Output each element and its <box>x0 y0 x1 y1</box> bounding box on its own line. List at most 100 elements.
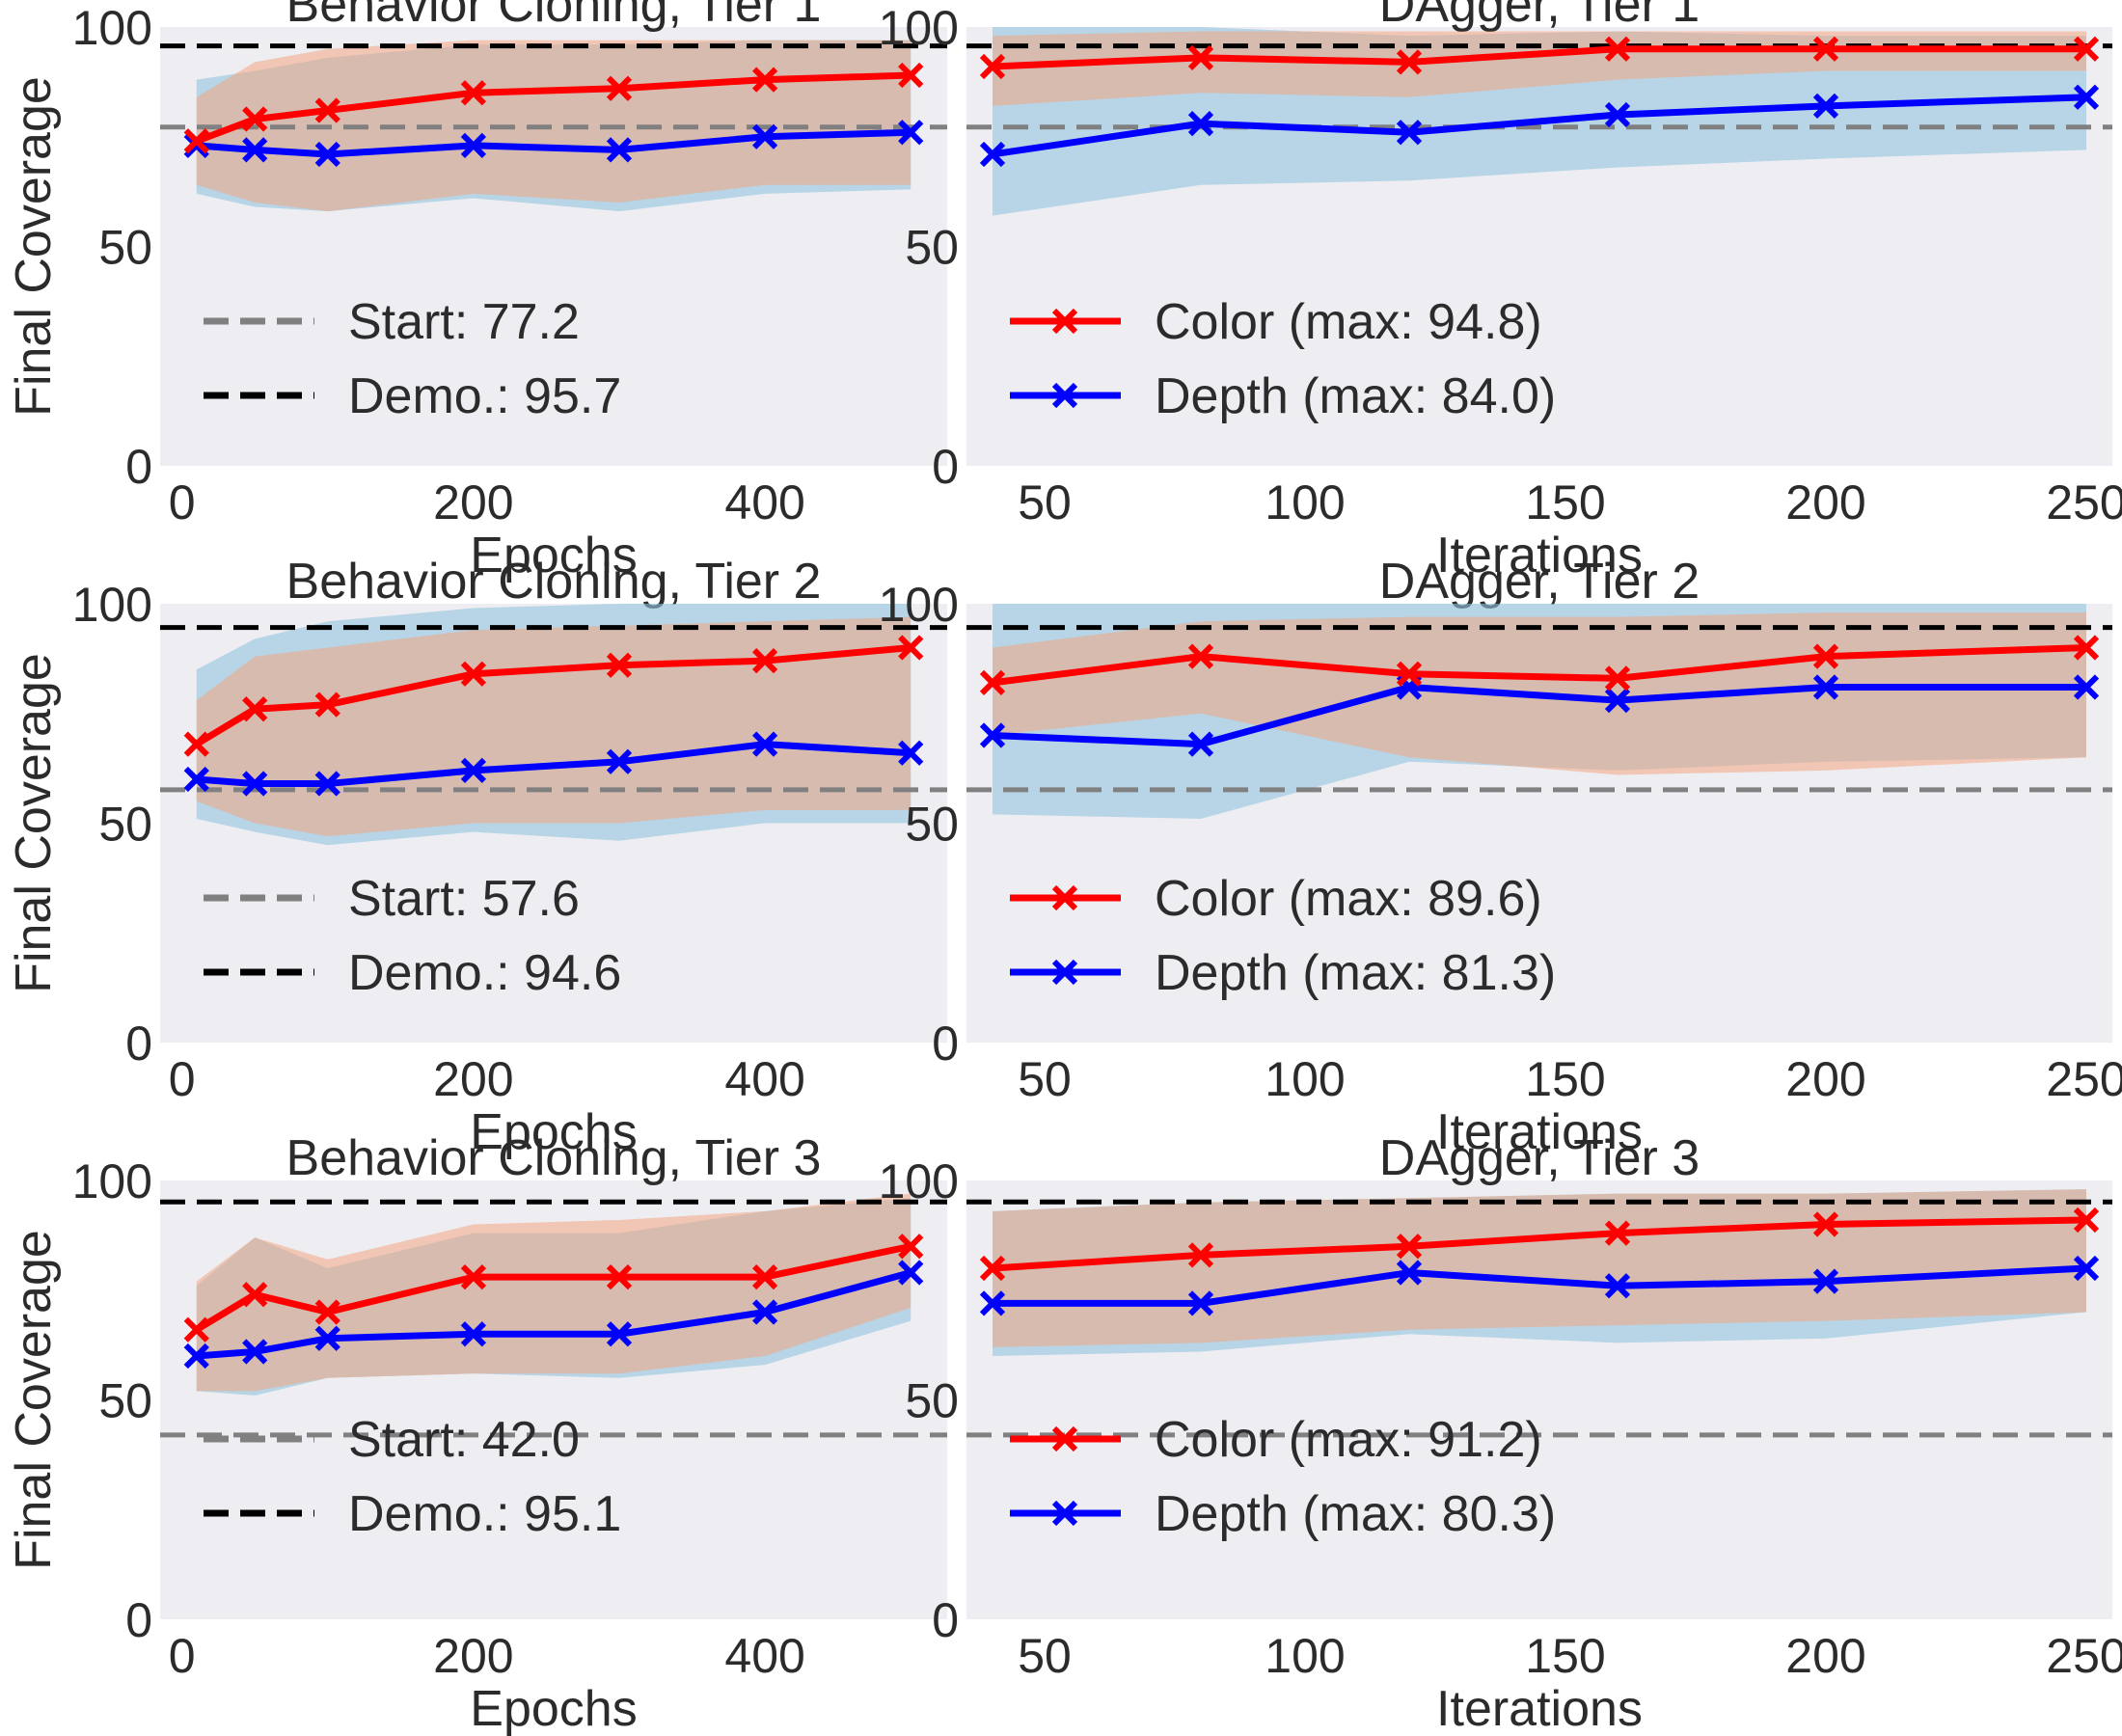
color-data-point <box>1396 1234 1423 1260</box>
color-data-point <box>1604 36 1631 62</box>
depth-series-line <box>992 94 2087 158</box>
depth-data-point <box>979 722 1006 748</box>
depth-data-point <box>460 1321 487 1347</box>
depth-data-point <box>606 748 633 774</box>
panel-title: Behavior Cloning, Tier 1 <box>286 0 822 33</box>
depth-data-point <box>979 1290 1006 1316</box>
y-tick-label: 100 <box>72 578 152 632</box>
depth-data-point <box>1187 110 1214 137</box>
color-data-point <box>979 53 1006 80</box>
y-tick-label: 50 <box>98 1374 152 1428</box>
legend-label: Demo.: 95.1 <box>348 1486 621 1542</box>
color-data-point <box>898 635 924 661</box>
color-series-line <box>992 1216 2087 1272</box>
panel-4: DAgger, Tier 2 0 50 100 50 100 150 200 250 Iterat… <box>879 554 2122 1160</box>
panel-title: DAgger, Tier 2 <box>1379 554 1700 610</box>
depth-series-line <box>993 1264 2087 1307</box>
depth-data-point <box>1396 120 1423 146</box>
color-data-point <box>606 75 633 101</box>
x-axis-label: Epochs <box>470 1104 637 1160</box>
color-data-point <box>898 1234 924 1260</box>
color-data-point <box>183 731 209 757</box>
color-data-point <box>2073 635 2100 661</box>
x-tick-label: 0 <box>169 1052 196 1106</box>
depth-data-point <box>1604 1273 1631 1299</box>
legend-label: Demo.: 95.7 <box>348 368 621 424</box>
y-tick-label: 50 <box>905 1374 959 1428</box>
depth-data-point <box>751 731 778 757</box>
legend-label: Demo.: 94.6 <box>348 945 621 1001</box>
color-data-point <box>242 106 268 132</box>
depth-data-point <box>751 123 778 149</box>
y-tick-label: 0 <box>125 1593 152 1647</box>
color-data-point <box>979 1255 1006 1282</box>
x-tick-label: 100 <box>1265 475 1345 529</box>
y-tick-label: 50 <box>98 798 152 852</box>
panel-title: Behavior Cloning, Tier 3 <box>286 1130 822 1186</box>
legend-label: Start: 42.0 <box>348 1412 580 1468</box>
x-axis-label: Epochs <box>470 528 637 583</box>
color-data-point <box>242 696 268 722</box>
y-tick-label: 100 <box>72 1 152 55</box>
color-data-point <box>751 648 778 674</box>
depth-data-point <box>183 766 209 793</box>
depth-data-point <box>751 1299 778 1325</box>
depth-data-point <box>1187 731 1214 757</box>
legend-marker <box>1051 1500 1078 1527</box>
y-tick-label: 0 <box>932 440 959 494</box>
x-tick-label: 200 <box>433 475 513 529</box>
depth-data-point <box>1812 674 1839 700</box>
color-data-point <box>606 652 633 678</box>
x-tick-label: 0 <box>169 475 196 529</box>
legend-label: Color (max: 94.8) <box>1155 294 1542 350</box>
depth-data-point <box>242 137 268 163</box>
depth-data-point <box>898 1260 924 1286</box>
color-data-point <box>1812 643 1839 669</box>
legend-label: Depth (max: 84.0) <box>1155 368 1556 424</box>
depth-data-point <box>1187 1290 1214 1316</box>
color-data-point <box>314 692 340 718</box>
x-tick-label: 100 <box>1265 1629 1345 1683</box>
panel-3: Behavior Cloning, Tier 2 0 50 100 0 200 400 Epo… <box>6 554 947 1160</box>
color-data-point <box>2073 36 2100 62</box>
panel-2: DAgger, Tier 1 0 50 100 50 100 150 200 250 Iterat… <box>879 0 2122 583</box>
color-data-point <box>1187 643 1214 669</box>
y-axis-label: Final Coverage <box>6 653 62 993</box>
color-data-point <box>751 67 778 93</box>
depth-data-point <box>2073 674 2100 700</box>
y-tick-label: 50 <box>905 798 959 852</box>
color-data-point <box>1396 49 1423 75</box>
y-tick-label: 100 <box>72 1154 152 1208</box>
x-tick-label: 150 <box>1525 1629 1605 1683</box>
depth-data-point <box>314 1325 340 1351</box>
x-tick-label: 150 <box>1525 1052 1605 1106</box>
x-tick-label: 200 <box>1785 1052 1865 1106</box>
x-tick-label: 200 <box>1785 1629 1865 1683</box>
depth-data-point <box>2073 84 2100 110</box>
x-tick-label: 50 <box>1018 1052 1072 1106</box>
x-tick-label: 200 <box>1785 475 1865 529</box>
legend-marker <box>1051 959 1078 986</box>
depth-data-point <box>606 1321 633 1347</box>
y-tick-label: 0 <box>125 1017 152 1071</box>
x-tick-label: 200 <box>433 1052 513 1106</box>
depth-data-point <box>460 132 487 158</box>
color-data-point <box>460 80 487 106</box>
y-tick-label: 0 <box>932 1593 959 1647</box>
panel-title: Behavior Cloning, Tier 2 <box>286 554 822 610</box>
depth-data-point <box>1604 101 1631 128</box>
y-axis-label: Final Coverage <box>6 1230 62 1570</box>
depth-data-point <box>898 120 924 146</box>
x-tick-label: 50 <box>1018 475 1072 529</box>
depth-series-line <box>992 683 2086 748</box>
legend-label: Start: 57.6 <box>348 871 580 927</box>
depth-data-point <box>979 141 1006 168</box>
color-data-point <box>314 97 340 123</box>
depth-data-point <box>1812 1268 1839 1294</box>
depth-data-point <box>2073 1255 2100 1282</box>
depth-data-point <box>1396 1260 1423 1286</box>
x-axis-label: Iterations <box>1436 1681 1643 1736</box>
x-tick-label: 400 <box>724 475 804 529</box>
x-tick-label: 200 <box>433 1629 513 1683</box>
